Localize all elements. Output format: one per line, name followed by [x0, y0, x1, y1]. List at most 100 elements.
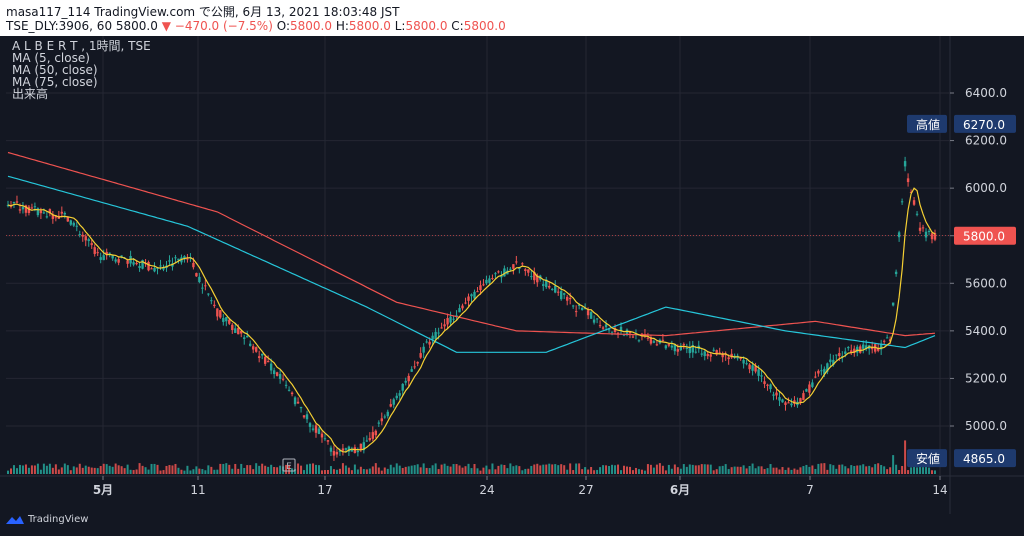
volume-bar — [437, 469, 440, 474]
legend-title[interactable]: A L B E R T , 1時間, TSE — [12, 39, 151, 53]
candle-body — [302, 415, 306, 418]
volume-bar — [198, 468, 201, 474]
candle-body — [329, 447, 333, 452]
ma50-line — [7, 175, 936, 353]
volume-bar — [225, 463, 228, 474]
volume-bar — [276, 467, 279, 474]
candle-body — [500, 275, 503, 278]
volume-bar — [63, 463, 66, 474]
volume-bar — [81, 467, 84, 474]
candle-body — [42, 212, 46, 214]
candle-body — [655, 344, 659, 346]
candle-body — [246, 336, 249, 338]
candle-body — [308, 423, 312, 427]
volume-bar — [207, 465, 210, 474]
candle-body — [820, 370, 823, 372]
volume-bar — [515, 465, 518, 474]
legend-ma5[interactable]: MA (5, close) — [12, 51, 90, 65]
volume-bar — [548, 463, 551, 474]
volume-bar — [234, 463, 237, 474]
candle-body — [87, 239, 90, 242]
volume-bar — [913, 465, 916, 474]
volume-bar — [213, 469, 216, 474]
candle-body — [162, 267, 165, 270]
candle-body — [311, 428, 315, 430]
candle-body — [428, 341, 431, 345]
candle-body — [359, 443, 363, 450]
volume-bar — [231, 468, 234, 474]
candle-body — [551, 288, 554, 290]
volume-bar — [533, 464, 536, 474]
volume-bar — [359, 466, 362, 474]
volume-bar — [237, 468, 240, 474]
chart-background — [0, 36, 1024, 514]
candle-body — [216, 308, 219, 317]
candle-body — [344, 448, 348, 450]
candle-body — [290, 392, 294, 395]
volume-bar — [637, 469, 640, 474]
candle-body — [281, 378, 285, 380]
volume-bar — [652, 467, 655, 474]
volume-bar — [114, 463, 117, 474]
price-chart[interactable]: 6400.0 6200.0 6000.0 5800.0 5600.0 5400.0 5200… — [0, 36, 1024, 514]
volume-bar — [509, 463, 512, 474]
candle-body — [530, 276, 533, 278]
candle-body — [879, 343, 883, 350]
volume-bar — [201, 469, 204, 474]
time-tick-label: 5月 — [93, 483, 113, 497]
volume-bar — [159, 470, 162, 474]
volume-bar — [222, 463, 225, 474]
time-tick-label: 6月 — [670, 483, 690, 497]
candle-body — [494, 273, 497, 275]
candle-body — [900, 201, 904, 203]
volume-bar — [18, 464, 21, 474]
candle-body — [222, 318, 225, 322]
candle-body — [703, 351, 706, 357]
volume-bar — [500, 464, 503, 474]
volume-bar — [9, 468, 12, 474]
candle-body — [275, 372, 279, 376]
candle-body — [320, 433, 324, 438]
price-tick-label: 6000.0 — [965, 181, 1007, 195]
last-price-bg — [954, 226, 1016, 245]
volume-bar — [643, 470, 646, 474]
candle-body — [694, 351, 697, 353]
candle-body — [888, 339, 892, 342]
volume-bar — [751, 463, 754, 474]
volume-bar — [240, 463, 243, 474]
candle-body — [287, 389, 291, 391]
candle-body — [524, 269, 527, 271]
candle-body — [386, 411, 389, 417]
volume-bar — [889, 467, 892, 474]
candle-body — [778, 397, 781, 401]
volume-bar — [742, 465, 745, 474]
ohlc-o-label: O: — [276, 19, 290, 33]
candle-body — [72, 222, 75, 226]
volume-bar — [33, 465, 36, 474]
candle-body — [577, 304, 581, 306]
ohlc-c-value: 5800.0 — [463, 19, 506, 33]
candle-body — [102, 255, 105, 261]
volume-bar — [919, 463, 922, 474]
legend-ma75[interactable]: MA (75, close) — [12, 75, 98, 89]
legend-ma50[interactable]: MA (50, close) — [12, 63, 98, 77]
candle-body — [159, 265, 162, 267]
volume-bar — [458, 465, 461, 474]
change-value: ▼ −470.0 (−7.5%) — [161, 19, 273, 33]
legend-volume[interactable]: 出来高 — [12, 87, 49, 101]
candle-body — [413, 366, 416, 368]
volume-bar — [216, 469, 219, 474]
tradingview-branding[interactable]: TradingView — [6, 514, 88, 525]
candle-body — [347, 446, 351, 452]
volume-bar — [141, 465, 144, 474]
candle-body — [383, 416, 386, 418]
volume-bar — [865, 466, 868, 474]
candle-body — [805, 389, 808, 392]
candle-body — [583, 308, 587, 310]
volume-bar — [332, 469, 335, 474]
volume-bar — [853, 465, 856, 474]
volume-bar — [808, 466, 811, 474]
volume-bar — [42, 463, 45, 474]
volume-bar — [48, 463, 51, 474]
candle-body — [138, 265, 141, 268]
